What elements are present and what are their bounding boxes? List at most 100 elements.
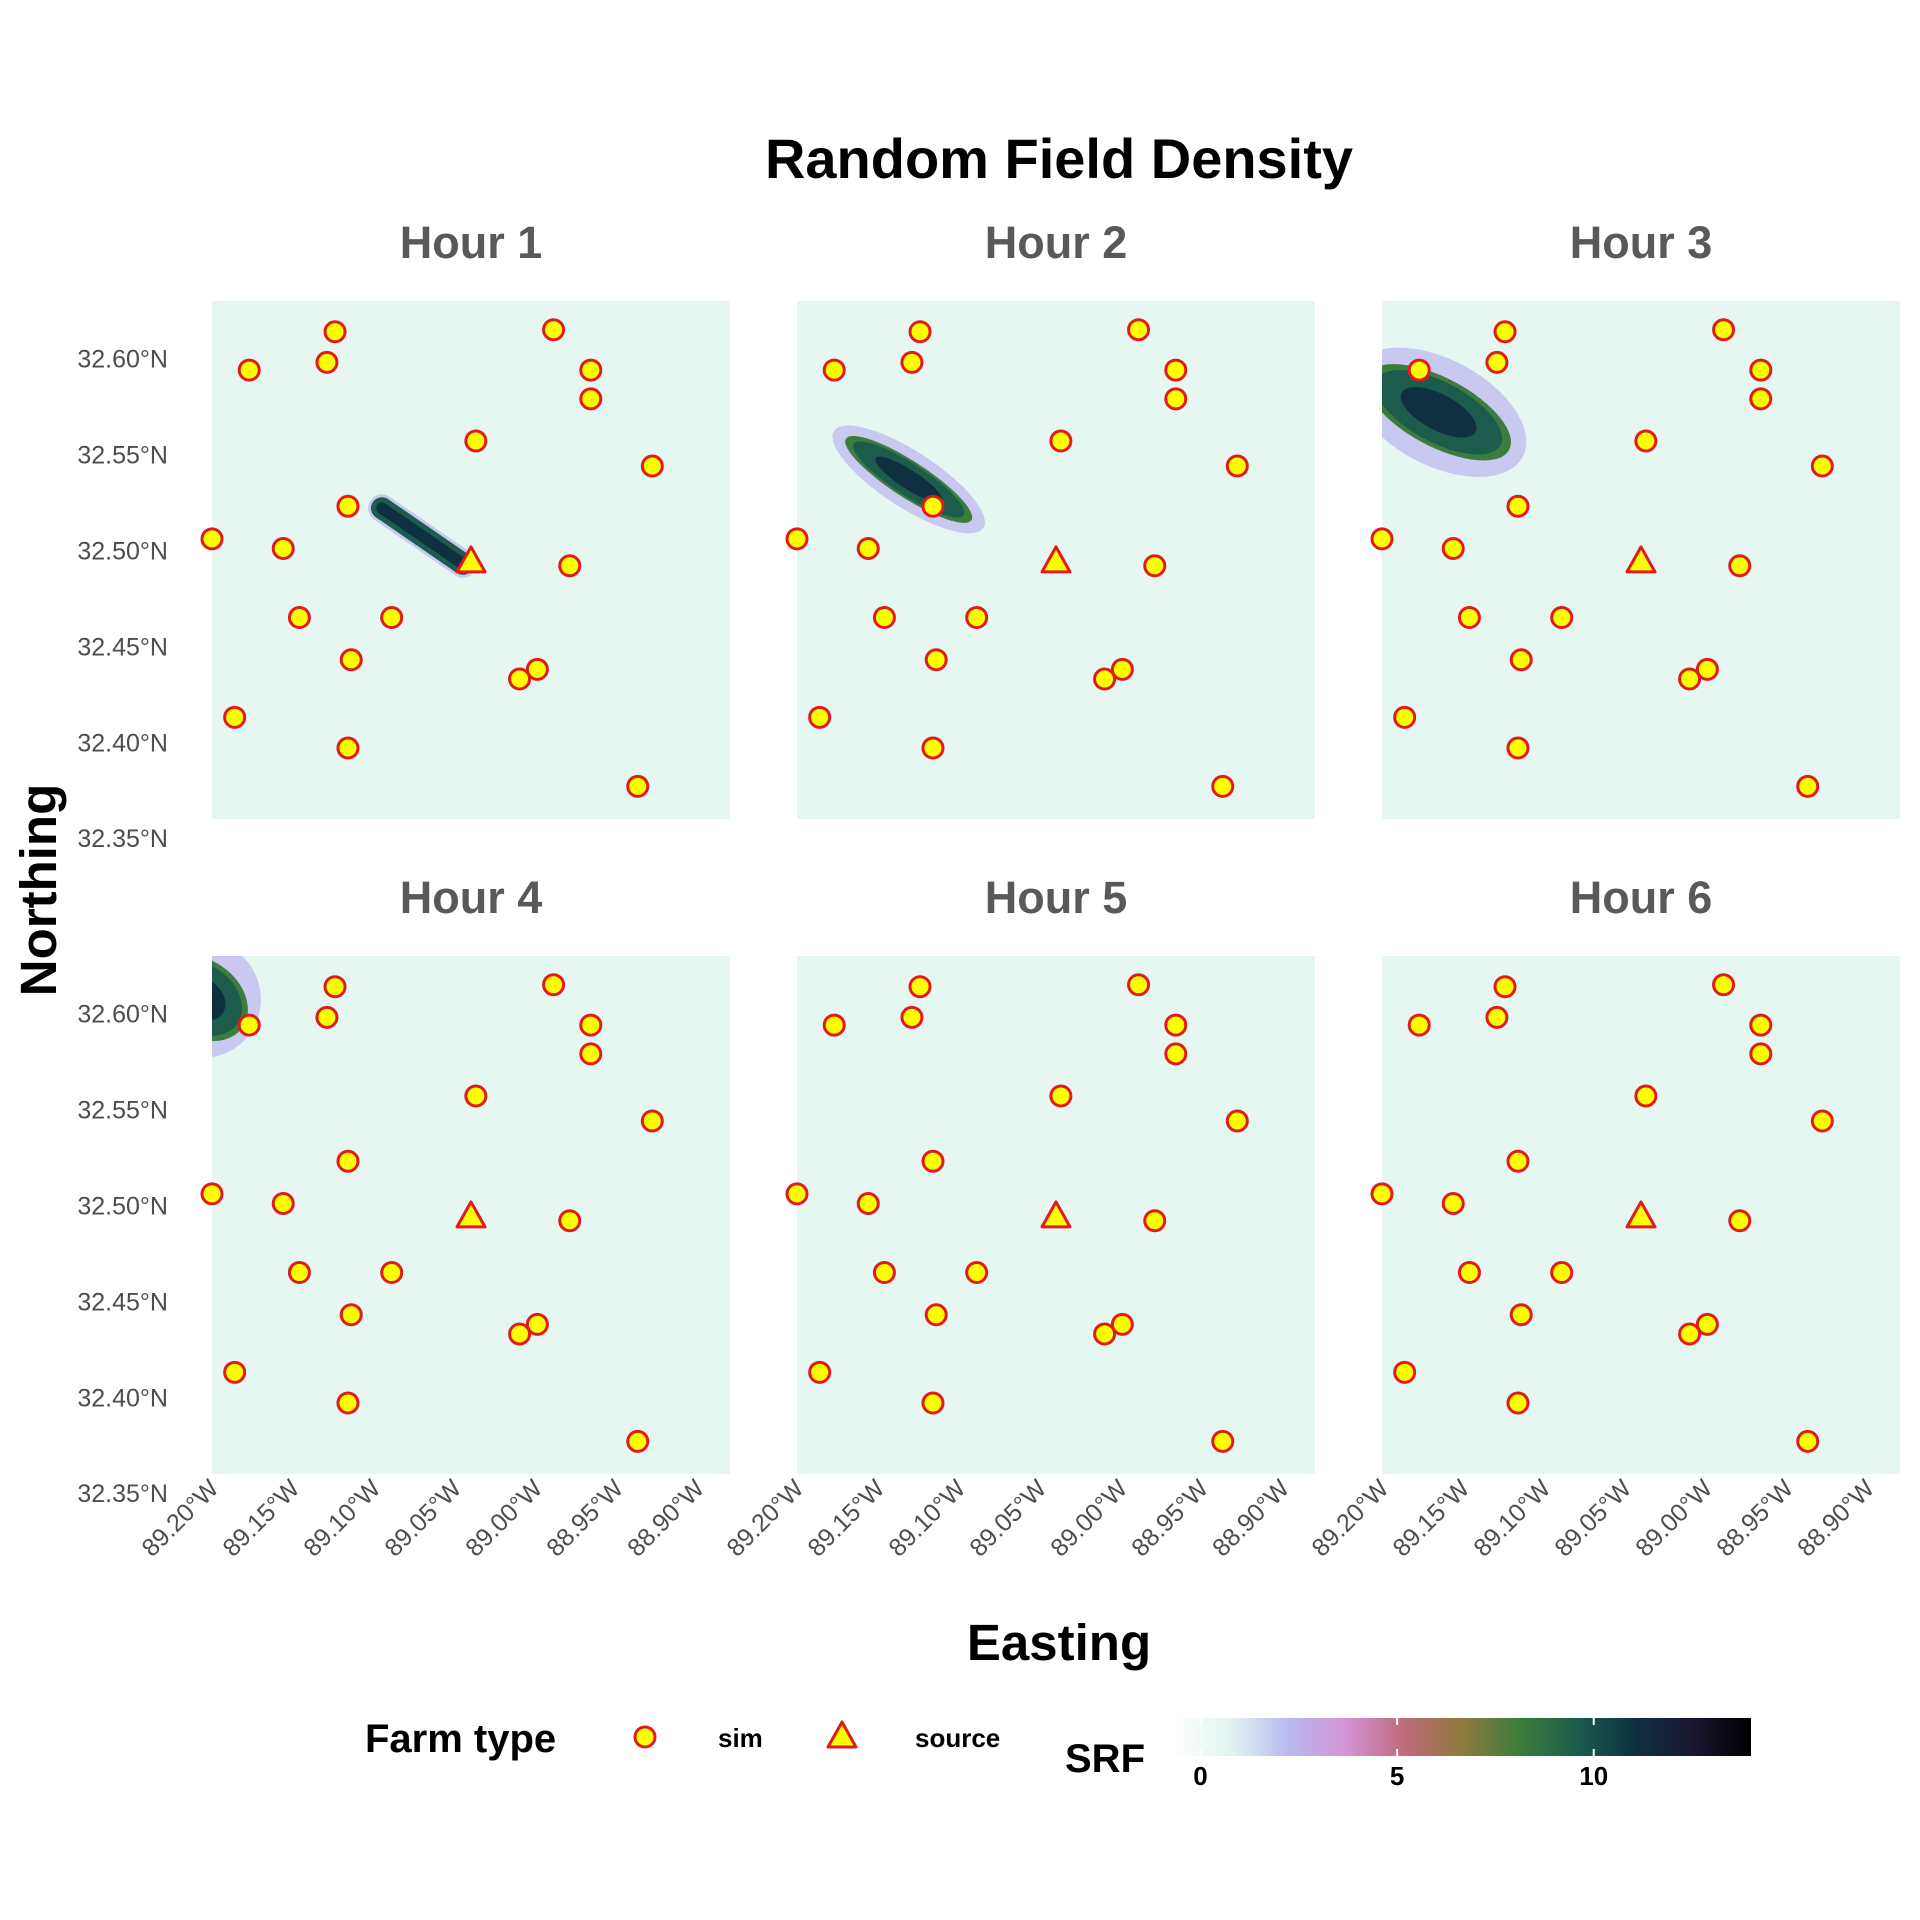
farm-point-source [1040, 1200, 1072, 1229]
farm-point-sim [380, 606, 404, 630]
farm-point-sim [1712, 318, 1736, 342]
farm-point-sim [336, 1149, 360, 1173]
x-tick-label: 88.95°W [541, 1474, 629, 1562]
x-tick-label: 89.20°W [721, 1474, 809, 1562]
facet-hour-6: Hour 6 [1370, 872, 1900, 1474]
farm-point-sim [1393, 1360, 1417, 1384]
farm-point-sim [579, 387, 603, 411]
x-tick-label: 88.90°W [622, 1474, 710, 1562]
farm-point-sim [1127, 318, 1151, 342]
farm-point-sim [1695, 1312, 1719, 1336]
farm-point-sim [336, 736, 360, 760]
farm-point-sim [579, 1042, 603, 1066]
farm-point-sim [558, 1209, 582, 1233]
farm-point-sim [339, 1303, 363, 1327]
farm-point-sim [1164, 1042, 1188, 1066]
farm-point-sim [579, 358, 603, 382]
legend-farm-type-title: Farm type [365, 1717, 556, 1761]
farm-point-sim [1225, 454, 1249, 478]
farm-point-sim [1810, 454, 1834, 478]
farm-point-sim [640, 1109, 664, 1133]
facet-hour-5: Hour 5 [785, 872, 1315, 1474]
farm-point-sim [336, 494, 360, 518]
farm-point-sim [822, 358, 846, 382]
farm-point-source [1040, 545, 1072, 574]
farm-point-source [455, 545, 487, 574]
farm-point-sim [1509, 648, 1533, 672]
farm-point-sim [921, 1391, 945, 1415]
farm-point-sim [271, 1191, 295, 1215]
farm-point-sim [908, 320, 932, 344]
farm-point-sim [1485, 350, 1509, 374]
farm-point-sim [1728, 1209, 1752, 1233]
y-tick-label: 32.55°N [77, 441, 168, 469]
farm-point-sim [1506, 736, 1530, 760]
farm-point-sim [1393, 705, 1417, 729]
y-tick-label: 32.45°N [77, 1288, 168, 1316]
farm-point-sim [1457, 606, 1481, 630]
farm-point-sim [1695, 657, 1719, 681]
farm-point-sim [525, 1312, 549, 1336]
farm-point-sim [315, 1005, 339, 1029]
farm-point-sim [542, 973, 566, 997]
farm-point-sim [339, 648, 363, 672]
farm-point-sim [1407, 1013, 1431, 1037]
farm-point-sim [908, 975, 932, 999]
farm-point-sim [223, 705, 247, 729]
farm-point-sim [1370, 1182, 1394, 1206]
farm-point-sim [924, 1303, 948, 1327]
farm-point-sim [1110, 1312, 1134, 1336]
x-tick-label: 88.95°W [1126, 1474, 1214, 1562]
facet-grid: Hour 1 Hour 2 Hour 3 Hour 4 Hour 5 Hour 6 [200, 217, 1900, 1474]
y-tick-label: 32.40°N [77, 729, 168, 757]
farm-point-sim [1164, 358, 1188, 382]
farm-point-sim [1749, 358, 1773, 382]
farm-point-source [455, 1200, 487, 1229]
farm-point-sim [287, 1261, 311, 1285]
x-axis-title: Easting [967, 1614, 1151, 1671]
legend-source-label: source [915, 1723, 1000, 1753]
x-tick-label: 89.15°W [802, 1474, 890, 1562]
farm-point-source [1625, 1200, 1657, 1229]
y-tick-label: 32.35°N [77, 825, 168, 853]
x-tick-label: 89.20°W [1306, 1474, 1394, 1562]
farm-point-sim [1164, 387, 1188, 411]
farm-point-sim [1493, 320, 1517, 344]
farm-point-sim [1127, 973, 1151, 997]
density-layer [212, 975, 226, 1021]
farm-point-sim [965, 606, 989, 630]
farm-point-sim [1550, 1261, 1574, 1285]
farm-point-sim [1634, 429, 1658, 453]
farm-point-sim [1749, 387, 1773, 411]
farm-point-sim [237, 1013, 261, 1037]
x-tick-label: 89.00°W [460, 1474, 548, 1562]
farm-point-sim [1749, 1013, 1773, 1037]
farm-point-sim [579, 1013, 603, 1037]
x-tick-label: 89.00°W [1045, 1474, 1133, 1562]
farm-point-sim [1796, 1429, 1820, 1453]
colorbar-tick-label: 0 [1193, 1761, 1207, 1791]
farm-point-sim [785, 1182, 809, 1206]
farm-point-sim [1211, 1429, 1235, 1453]
density-layer [212, 960, 243, 1036]
farm-point-sim [808, 1360, 832, 1384]
farm-point-sim [200, 1182, 224, 1206]
chart-title: Random Field Density [765, 127, 1353, 190]
farm-point-sim [900, 1005, 924, 1029]
farm-point-sim [200, 527, 224, 551]
facet-title-hour-1: Hour 1 [400, 217, 543, 268]
facet-hour-1: Hour 1 [200, 217, 730, 819]
farm-point-sim [287, 606, 311, 630]
x-tick-label: 89.05°W [964, 1474, 1052, 1562]
farm-point-sim [872, 1261, 896, 1285]
farm-point-sim [336, 1391, 360, 1415]
y-tick-label: 32.40°N [77, 1384, 168, 1412]
x-tick-label: 88.90°W [1792, 1474, 1880, 1562]
x-tick-label: 89.10°W [883, 1474, 971, 1562]
x-axis-ticks: 89.20°W89.15°W89.10°W89.05°W89.00°W88.95… [136, 1474, 1880, 1562]
colorbar [1173, 1718, 1751, 1756]
legend-sim-label: sim [718, 1723, 763, 1753]
density-layer [376, 502, 469, 570]
farm-point-sim [508, 667, 532, 691]
